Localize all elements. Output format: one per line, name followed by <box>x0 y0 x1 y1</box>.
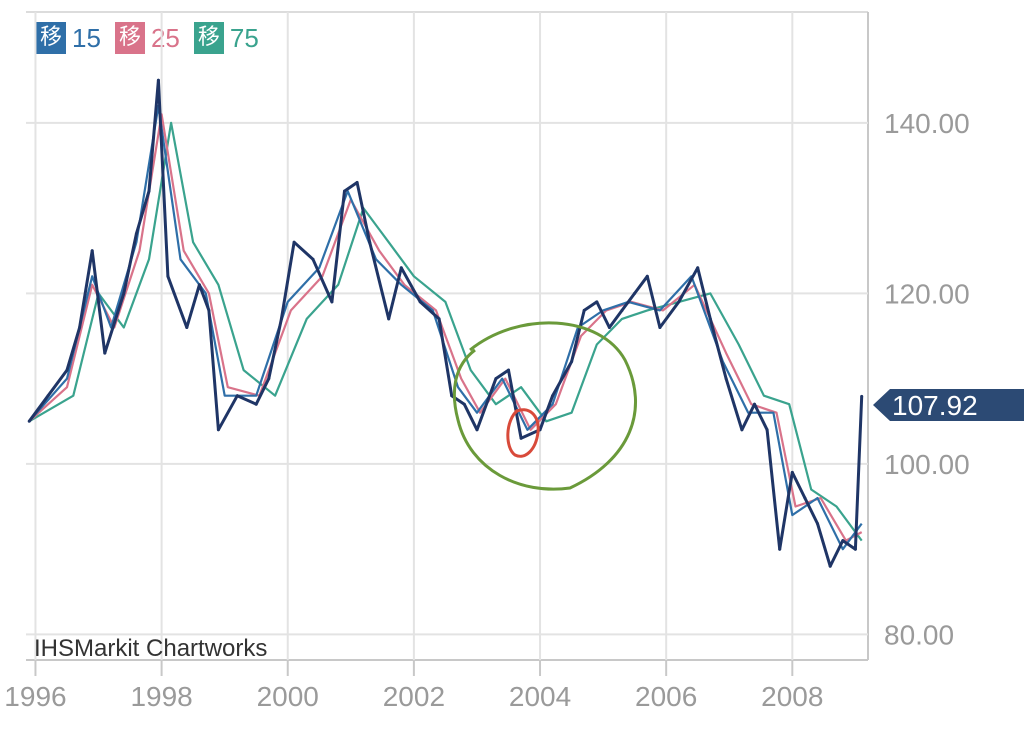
credit-label: IHSMarkit Chartworks <box>34 635 267 662</box>
y-tick-label: 140.00 <box>884 108 970 139</box>
price-point <box>753 402 756 406</box>
price-point <box>494 377 498 381</box>
legend-badge: 移 <box>193 22 224 54</box>
price-point <box>803 496 807 500</box>
ma-25-series-line <box>28 113 863 542</box>
price-point <box>399 266 403 270</box>
price-point <box>841 539 845 543</box>
price-point <box>828 564 832 568</box>
price-point <box>311 257 315 261</box>
price-point <box>860 394 864 398</box>
y-axis: 80.00 100.00 120.00 140.00 <box>884 108 970 651</box>
price-point <box>368 240 372 244</box>
price-point <box>279 317 283 321</box>
legend-item-ma25[interactable]: 移 25 <box>114 22 180 54</box>
price-series-line <box>27 78 864 568</box>
price-point <box>267 377 271 381</box>
annotations <box>452 321 638 491</box>
price-point <box>475 428 479 432</box>
price-point <box>134 232 138 236</box>
price-point <box>197 283 201 287</box>
price-point <box>418 300 422 304</box>
price-point <box>620 308 624 312</box>
legend: 移 15 移 25 移 75 <box>36 22 259 54</box>
price-point <box>147 189 151 193</box>
price-point <box>450 394 454 398</box>
x-tick-label: 2006 <box>635 681 697 712</box>
x-tick-label: 2002 <box>383 681 445 712</box>
price-point <box>78 326 82 329</box>
legend-badge: 移 <box>114 22 145 54</box>
price-point <box>462 402 466 406</box>
grid <box>26 11 869 661</box>
price-point <box>65 368 69 372</box>
price-point <box>658 326 662 329</box>
price-point <box>90 249 94 253</box>
legend-value: 15 <box>72 22 101 53</box>
x-tick-label: 1998 <box>130 681 192 712</box>
x-tick-label: 2000 <box>257 681 319 712</box>
price-point <box>103 351 107 355</box>
price-point <box>122 291 126 295</box>
price-point <box>765 428 769 432</box>
price-point <box>507 368 510 372</box>
legend-value: 75 <box>229 22 259 53</box>
price-point <box>645 274 649 278</box>
price-point <box>343 189 346 193</box>
price-point <box>778 547 782 551</box>
legend-item-ma15[interactable]: 移 15 <box>36 22 101 54</box>
x-tick-label: 1996 <box>4 681 66 712</box>
red-circle-annotation <box>506 408 540 458</box>
price-point <box>570 360 574 364</box>
price-point <box>27 419 31 423</box>
series-group <box>27 78 864 568</box>
green-circle-annotation <box>452 321 638 491</box>
price-point <box>235 394 239 398</box>
price-point <box>292 240 296 244</box>
price-point <box>790 470 794 474</box>
price-point <box>740 428 744 432</box>
price-point <box>696 266 700 270</box>
legend-item-ma75[interactable]: 移 75 <box>193 22 259 54</box>
last-price-flag <box>873 389 1024 421</box>
price-point <box>582 308 586 312</box>
price-point <box>633 291 637 295</box>
price-point <box>254 402 258 406</box>
price-point <box>551 394 555 398</box>
price-point <box>437 317 441 321</box>
price-point <box>46 394 50 398</box>
price-point <box>156 78 160 82</box>
price-point <box>185 326 189 329</box>
legend-badge: 移 <box>36 22 67 54</box>
legend-value: 25 <box>150 22 180 53</box>
price-point <box>607 326 611 329</box>
price-point <box>816 522 819 526</box>
price-point <box>330 300 334 304</box>
price-point <box>387 317 391 321</box>
y-tick-label: 120.00 <box>884 278 970 309</box>
price-point <box>519 436 523 440</box>
y-tick-label: 80.00 <box>884 619 954 650</box>
last-price-marker: 107.92 <box>873 389 1024 421</box>
ma-75-series-line <box>28 121 863 542</box>
price-point <box>853 547 857 551</box>
price-point <box>677 300 681 304</box>
last-price-label: 107.92 <box>892 390 978 421</box>
price-point <box>724 377 728 381</box>
y-tick-label: 100.00 <box>884 449 970 480</box>
price-point <box>207 308 211 312</box>
price-point <box>708 317 712 321</box>
price-point <box>355 181 359 184</box>
x-tick-label: 2004 <box>509 681 571 712</box>
x-axis: 1996 1998 2000 2002 2004 2006 2008 <box>4 660 823 712</box>
x-tick-label: 2008 <box>761 681 823 712</box>
price-point <box>216 428 220 432</box>
ma-15-series-line <box>28 104 863 551</box>
price-point <box>166 274 170 278</box>
price-point <box>595 300 599 304</box>
